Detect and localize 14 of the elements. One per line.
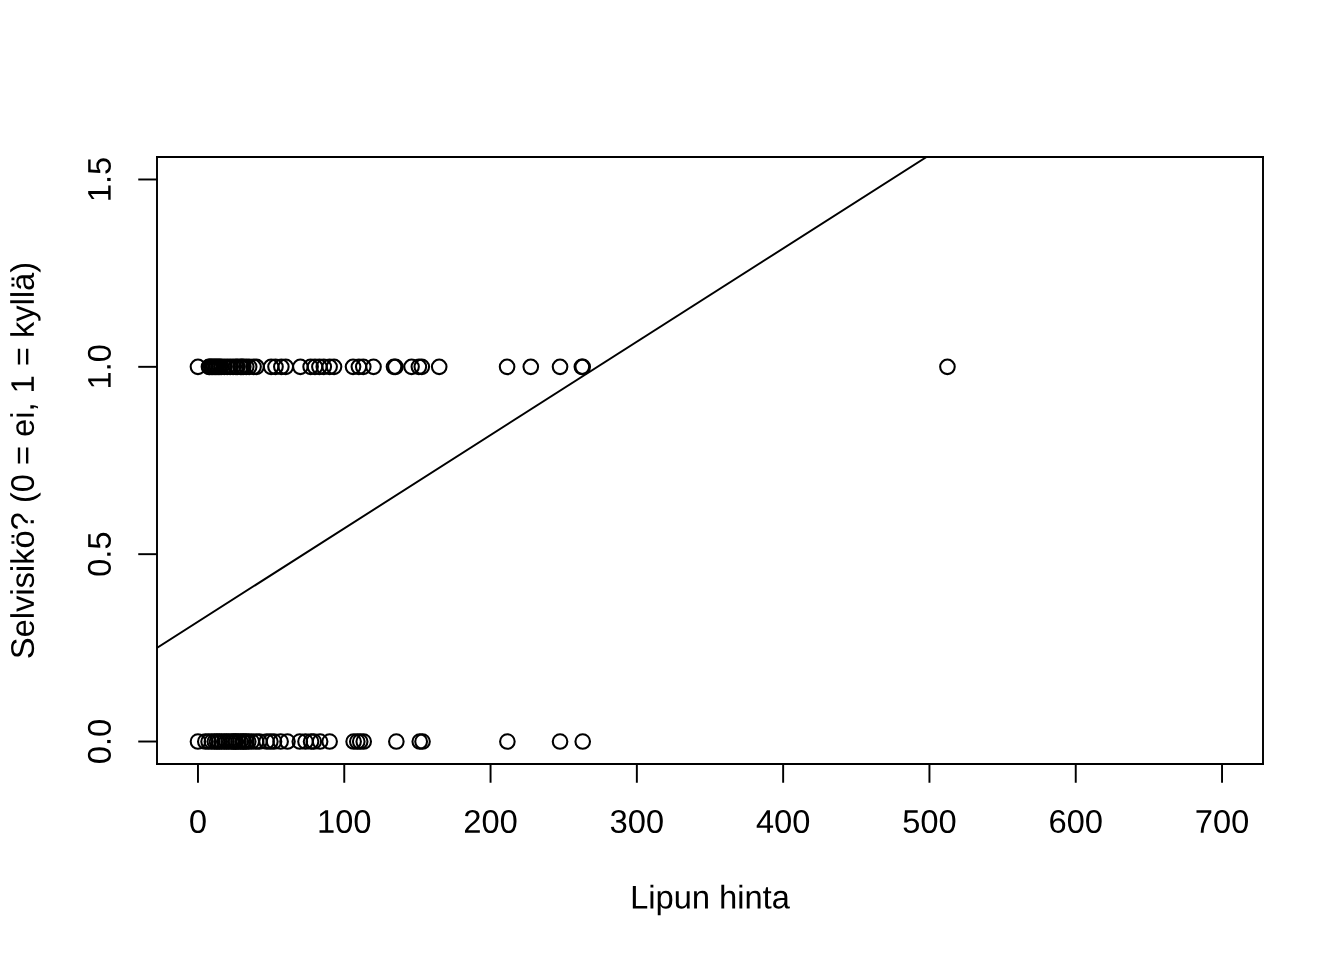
- x-tick-label: 600: [1050, 810, 1102, 834]
- x-tick-label: 300: [610, 810, 663, 834]
- x-axis-title: Lipun hinta: [632, 884, 790, 916]
- y-axis-title: Selvisikö? (0 = ei, 1 = kyllä): [10, 263, 41, 658]
- x-tick-label: 400: [756, 810, 810, 834]
- x-tick-label: 0: [190, 810, 206, 834]
- y-tick-label: 0.0: [87, 720, 111, 763]
- x-tick-label: 200: [464, 810, 517, 834]
- x-tick-label: 700: [1196, 810, 1248, 834]
- y-tick-label: 0.5: [87, 532, 111, 576]
- y-tick-label: 1.5: [88, 158, 111, 200]
- x-tick-label: 100: [319, 810, 371, 834]
- y-tick-label: 1.0: [87, 345, 111, 388]
- x-tick-label: 500: [903, 810, 956, 834]
